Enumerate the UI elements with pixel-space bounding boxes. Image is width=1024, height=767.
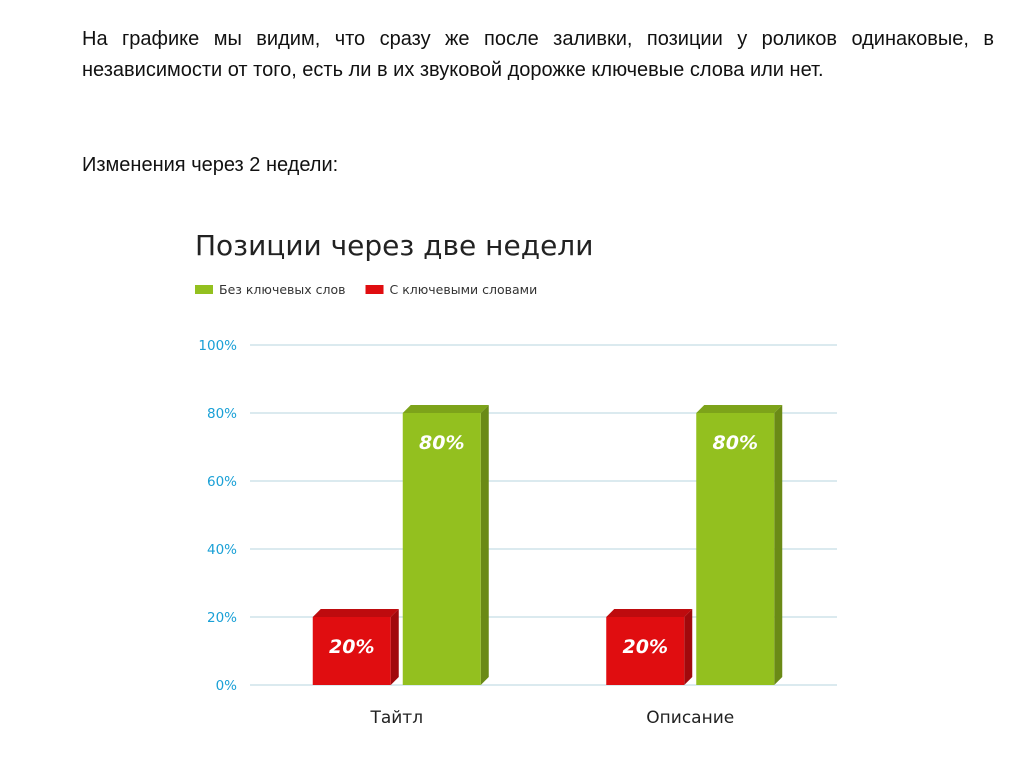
y-tick-label: 80% <box>207 406 237 422</box>
bar: 20% <box>312 609 399 685</box>
bar: 80% <box>402 405 489 685</box>
subheading: Изменения через 2 недели: <box>82 154 339 176</box>
legend-swatch <box>195 285 213 294</box>
x-category-label: Тайтл <box>369 708 423 728</box>
legend-entry: С ключевыми словами <box>365 282 538 297</box>
bar-value-label: 20% <box>329 636 374 658</box>
bar-top <box>402 405 489 413</box>
bar: 20% <box>606 609 693 685</box>
bar-value-label: 80% <box>713 432 758 454</box>
bar-value-label: 20% <box>623 636 668 658</box>
x-axis-categories: Тайтл Описание <box>369 708 734 728</box>
bar-front <box>696 413 775 685</box>
legend-entry: Без ключевых слов <box>195 282 346 297</box>
chart-title: Позиции через две недели <box>195 229 593 262</box>
y-tick-label: 60% <box>207 474 237 490</box>
bar-front <box>606 617 685 685</box>
bar-top <box>606 609 693 617</box>
chart-bars: 20% 80% 20% 80% <box>312 405 783 685</box>
chart-legend: Без ключевых слов С ключевыми словами <box>195 282 537 297</box>
legend-label: Без ключевых слов <box>219 282 346 297</box>
bar-front <box>312 617 391 685</box>
bar-side <box>684 609 693 685</box>
y-tick-label: 0% <box>216 678 238 694</box>
bar-side <box>390 609 399 685</box>
y-axis-ticks: 0% 20% 40% 60% 80% 100% <box>198 338 237 694</box>
bar-front <box>402 413 481 685</box>
bar: 80% <box>696 405 783 685</box>
x-category-label: Описание <box>646 708 734 728</box>
bar-side <box>774 405 783 685</box>
legend-label: С ключевыми словами <box>390 282 538 297</box>
y-tick-label: 40% <box>207 542 237 558</box>
y-tick-label: 100% <box>198 338 237 354</box>
bar-top <box>696 405 783 413</box>
intro-paragraph: На графике мы видим, что сразу же после … <box>82 28 994 81</box>
legend-swatch <box>365 285 384 294</box>
bar-top <box>312 609 399 617</box>
bar-value-label: 80% <box>419 432 464 454</box>
y-tick-label: 20% <box>207 610 237 626</box>
bar-side <box>480 405 489 685</box>
